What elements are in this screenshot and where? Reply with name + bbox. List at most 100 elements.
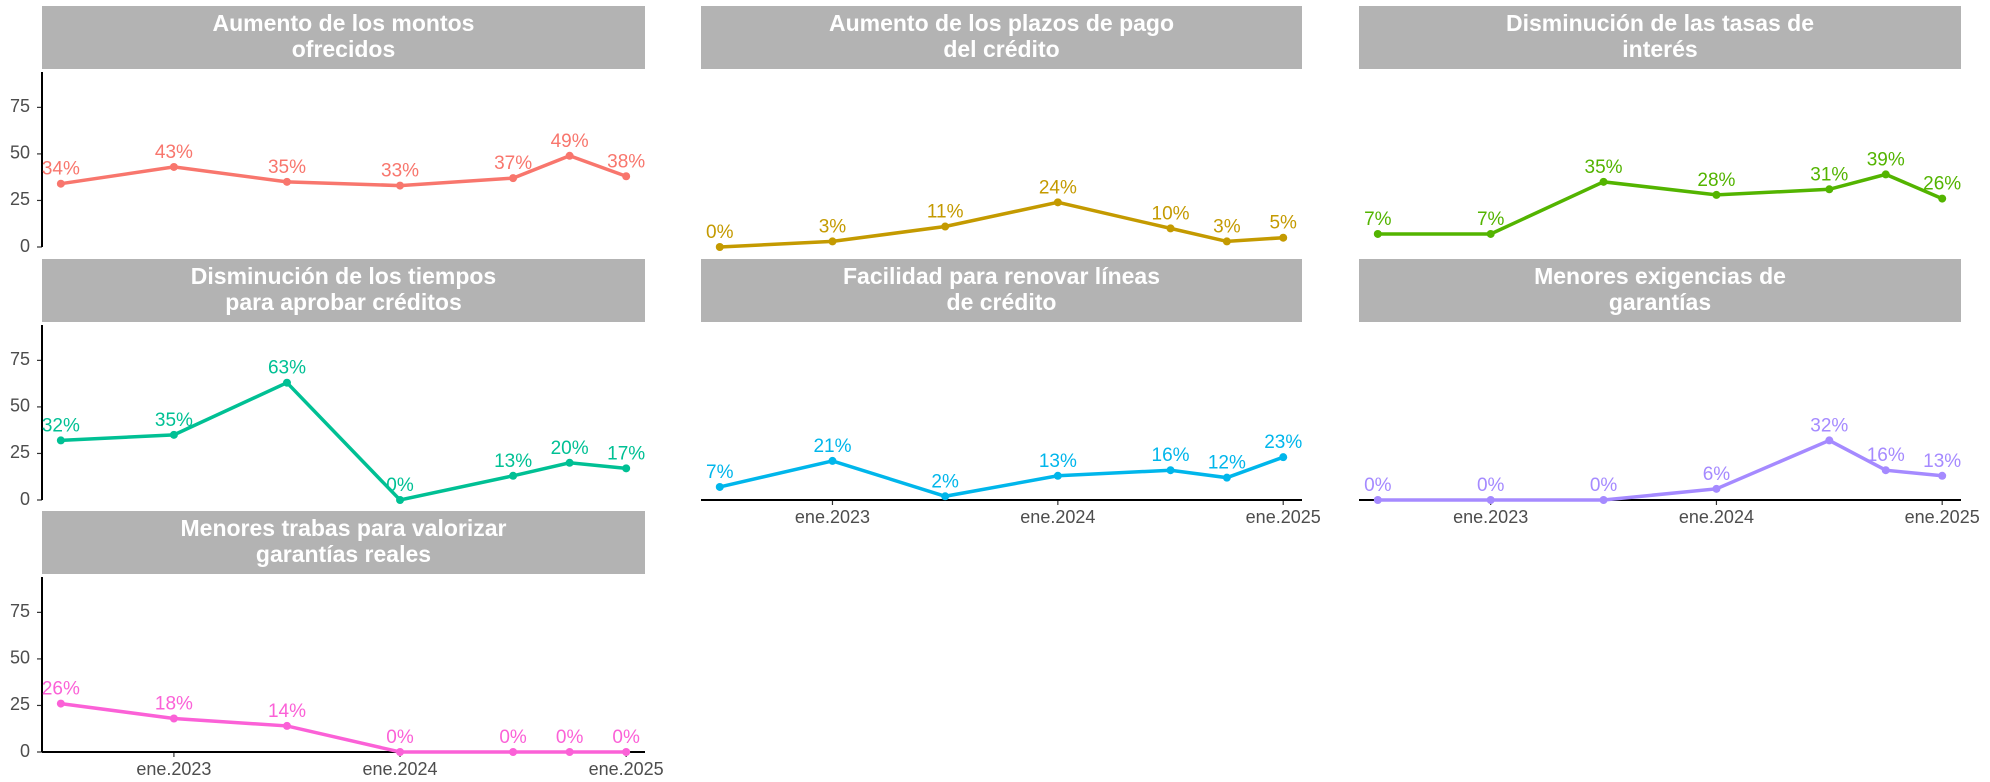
value-label: 0% bbox=[556, 727, 584, 748]
value-label: 18% bbox=[155, 694, 193, 715]
point bbox=[1222, 237, 1231, 246]
panel-title: del crédito bbox=[943, 36, 1059, 62]
value-label: 5% bbox=[1269, 213, 1297, 234]
point bbox=[282, 378, 291, 387]
strip bbox=[1359, 259, 1961, 322]
point bbox=[565, 748, 574, 756]
point bbox=[1053, 198, 1062, 207]
panel-title: interés bbox=[1622, 36, 1697, 62]
value-label: 35% bbox=[1585, 157, 1623, 178]
value-label: 12% bbox=[1208, 453, 1246, 474]
panel-title: Menores exigencias de bbox=[1534, 263, 1786, 289]
panel-title: de crédito bbox=[947, 289, 1057, 315]
panel-title: Facilidad para renovar líneas bbox=[843, 263, 1160, 289]
strip bbox=[701, 259, 1302, 322]
y-tick-label: 0 bbox=[20, 489, 30, 509]
value-label: 21% bbox=[813, 436, 851, 457]
panel-title: ofrecidos bbox=[292, 36, 396, 62]
point bbox=[828, 456, 837, 465]
value-label: 0% bbox=[612, 727, 640, 748]
value-label: 0% bbox=[706, 222, 734, 243]
x-tick-label: ene.2024 bbox=[1020, 507, 1095, 527]
value-label: 28% bbox=[1697, 170, 1735, 191]
y-tick-label: 25 bbox=[10, 442, 30, 462]
point bbox=[56, 699, 65, 708]
point bbox=[1279, 233, 1288, 242]
value-label: 13% bbox=[1039, 451, 1077, 472]
point bbox=[396, 748, 405, 756]
y-tick-label: 25 bbox=[10, 189, 30, 209]
value-label: 20% bbox=[551, 438, 589, 459]
value-label: 11% bbox=[927, 202, 964, 223]
point bbox=[565, 458, 574, 467]
point bbox=[622, 464, 631, 473]
point bbox=[56, 436, 65, 445]
point bbox=[509, 471, 518, 480]
series-line bbox=[60, 380, 627, 502]
value-label: 31% bbox=[1810, 164, 1848, 185]
value-label: 43% bbox=[155, 142, 193, 163]
panel-title: Disminución de las tasas de bbox=[1506, 10, 1814, 36]
value-label: 0% bbox=[1590, 475, 1618, 496]
point bbox=[1279, 453, 1288, 462]
value-label: 13% bbox=[1923, 451, 1961, 472]
point bbox=[1373, 229, 1382, 238]
y-tick-label: 0 bbox=[20, 741, 30, 761]
value-label: 34% bbox=[42, 159, 80, 180]
value-label: 7% bbox=[706, 462, 734, 483]
point bbox=[1881, 466, 1890, 475]
x-tick-label: ene.2023 bbox=[136, 759, 211, 779]
panel-title: Menores trabas para valorizar bbox=[181, 515, 507, 541]
point bbox=[1599, 177, 1608, 186]
point bbox=[1712, 484, 1721, 493]
y-tick-label: 25 bbox=[10, 694, 30, 714]
strip bbox=[42, 259, 645, 322]
value-label: 14% bbox=[268, 701, 306, 722]
value-label: 38% bbox=[607, 151, 645, 172]
value-label: 13% bbox=[494, 451, 532, 472]
panel-title: Disminución de los tiempos bbox=[191, 263, 496, 289]
y-tick-label: 75 bbox=[10, 601, 30, 621]
point bbox=[396, 496, 405, 504]
point bbox=[1881, 170, 1890, 179]
panel-title: para aprobar créditos bbox=[225, 289, 461, 315]
point bbox=[1938, 471, 1947, 480]
value-label: 0% bbox=[499, 727, 527, 748]
value-label: 32% bbox=[1810, 415, 1848, 436]
point bbox=[56, 179, 65, 188]
value-label: 3% bbox=[1213, 216, 1241, 237]
panel-title: Aumento de los plazos de pago bbox=[829, 10, 1174, 36]
point bbox=[1166, 224, 1175, 233]
series-line bbox=[1377, 172, 1943, 236]
point bbox=[282, 177, 291, 186]
point bbox=[282, 721, 291, 730]
x-tick-label: ene.2025 bbox=[589, 759, 664, 779]
point bbox=[828, 237, 837, 246]
y-tick-label: 75 bbox=[10, 349, 30, 369]
value-label: 0% bbox=[1477, 475, 1505, 496]
x-tick-label: ene.2025 bbox=[1905, 507, 1980, 527]
value-label: 0% bbox=[386, 475, 414, 496]
point bbox=[941, 222, 950, 231]
strip bbox=[701, 6, 1302, 69]
value-label: 6% bbox=[1703, 464, 1731, 485]
value-label: 24% bbox=[1039, 177, 1077, 198]
value-label: 33% bbox=[381, 161, 419, 182]
point bbox=[1166, 466, 1175, 475]
value-label: 16% bbox=[1867, 445, 1905, 466]
value-label: 35% bbox=[155, 410, 193, 431]
series-line bbox=[719, 455, 1284, 499]
x-tick-label: ene.2023 bbox=[1453, 507, 1528, 527]
series-line bbox=[1377, 438, 1943, 502]
value-label: 49% bbox=[551, 131, 589, 152]
point bbox=[622, 748, 631, 756]
point bbox=[1486, 229, 1495, 238]
point bbox=[1825, 185, 1834, 194]
value-label: 7% bbox=[1364, 209, 1392, 230]
point bbox=[1486, 496, 1495, 504]
x-tick-label: ene.2024 bbox=[1679, 507, 1754, 527]
series-line bbox=[60, 153, 627, 188]
point bbox=[1825, 436, 1834, 445]
x-tick-label: ene.2025 bbox=[1246, 507, 1321, 527]
